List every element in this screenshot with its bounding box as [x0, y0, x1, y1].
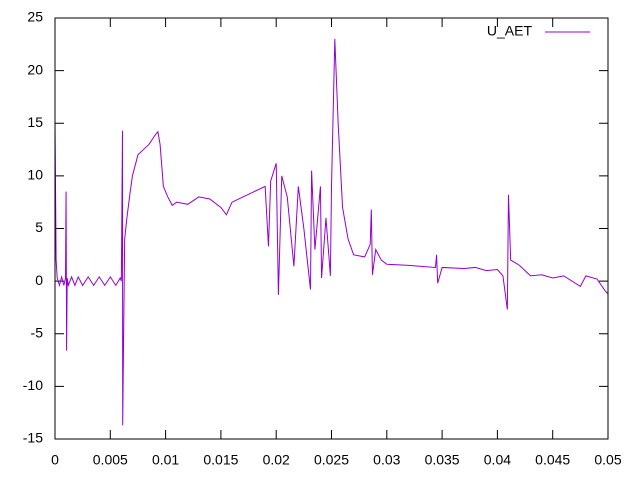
y-tick-label: -10 [23, 377, 43, 393]
x-tick-label: 0.005 [93, 452, 128, 468]
y-tick-label: 5 [35, 219, 43, 235]
x-tick-label: 0.015 [203, 452, 238, 468]
y-tick-label: -15 [23, 430, 43, 446]
x-tick-label: 0.02 [263, 452, 290, 468]
y-tick-label: 20 [27, 61, 43, 77]
x-tick-label: 0.035 [425, 452, 460, 468]
x-tick-label: 0.045 [535, 452, 570, 468]
x-tick-label: 0.05 [594, 452, 621, 468]
y-tick-label: 25 [27, 9, 43, 25]
y-tick-label: 15 [27, 114, 43, 130]
x-tick-label: 0.01 [152, 452, 179, 468]
y-tick-label: 10 [27, 167, 43, 183]
x-tick-label: 0 [51, 452, 59, 468]
data-line [54, 39, 609, 426]
x-tick-label: 0.025 [314, 452, 349, 468]
x-tick-label: 0.03 [373, 452, 400, 468]
y-tick-label: 0 [35, 272, 43, 288]
legend-label: U_AET [487, 23, 533, 39]
plot-border [54, 17, 609, 440]
y-tick-label: -5 [31, 324, 44, 340]
x-tick-label: 0.04 [484, 452, 511, 468]
